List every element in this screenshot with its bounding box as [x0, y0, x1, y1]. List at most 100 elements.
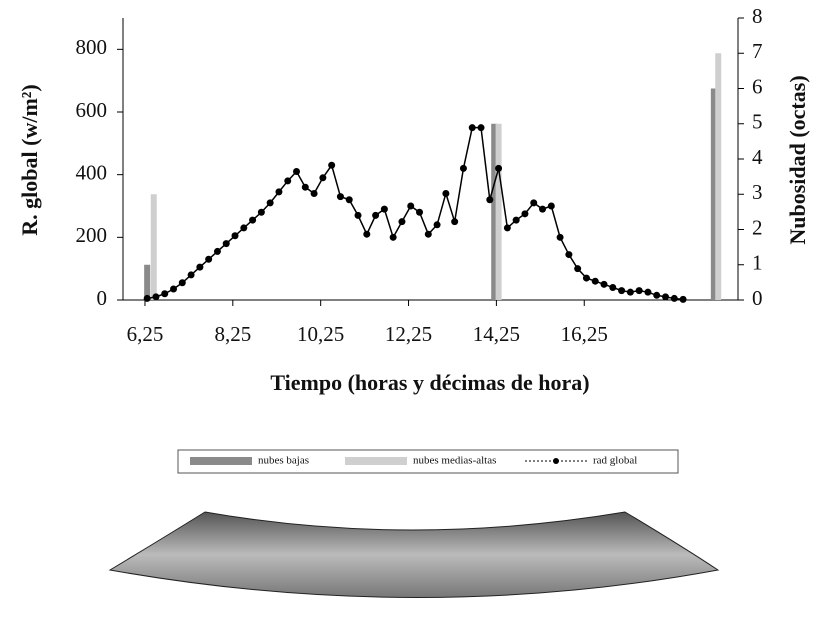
- radiation-point: [293, 168, 301, 176]
- radiation-point: [266, 199, 274, 207]
- y2-tick-label: 2: [752, 215, 763, 239]
- legend-swatch: [190, 457, 252, 465]
- y2-tick-label: 6: [752, 74, 763, 98]
- legend-label: nubes bajas: [258, 455, 309, 467]
- radiation-point: [512, 216, 520, 224]
- radiation-point: [442, 189, 450, 197]
- x-tick-label: 8,25: [214, 322, 251, 346]
- radiation-point: [600, 280, 608, 288]
- legend-swatch: [345, 457, 407, 465]
- y2-tick-label: 4: [752, 145, 763, 169]
- radiation-point: [143, 294, 151, 302]
- y-tick-label: 600: [76, 98, 108, 122]
- radiation-point: [424, 230, 432, 238]
- radiation-point: [653, 291, 661, 299]
- radiation-point: [389, 233, 397, 241]
- cloud-bar: [491, 123, 498, 300]
- radiation-point: [380, 205, 388, 213]
- x-tick-label: 12,25: [385, 322, 432, 346]
- radiation-point: [301, 183, 309, 191]
- radiation-point: [662, 293, 670, 301]
- cloud-bar: [495, 123, 502, 300]
- radiation-point: [170, 285, 178, 293]
- radiation-point: [459, 164, 467, 172]
- legend-label: nubes medias-altas: [413, 455, 496, 467]
- radiation-point: [345, 196, 353, 204]
- legend-label: rad global: [593, 455, 637, 467]
- legend: nubes bajas nubes medias-altas rad global: [190, 455, 637, 467]
- radiation-point: [530, 199, 538, 207]
- cloud-bar: [715, 53, 722, 300]
- cloud-bar: [150, 194, 157, 300]
- y2-tick-label: 8: [752, 4, 763, 28]
- radiation-point: [205, 255, 213, 263]
- legend-marker: [553, 458, 559, 464]
- radiation-point: [468, 124, 476, 132]
- radiation-point: [609, 283, 617, 291]
- y2-tick-label: 7: [752, 39, 763, 63]
- radiation-point: [451, 218, 459, 226]
- radiation-point: [240, 224, 248, 232]
- sky-photo: [108, 511, 720, 598]
- radiation-point: [626, 288, 634, 296]
- radiation-point: [582, 274, 590, 282]
- radiation-point: [257, 208, 265, 216]
- radiation-point: [336, 193, 344, 201]
- radiation-point: [407, 202, 415, 210]
- radiation-point: [503, 224, 511, 232]
- radiation-point: [196, 263, 204, 271]
- cloud-bar: [710, 88, 717, 300]
- y-tick-label: 800: [76, 35, 108, 59]
- y-tick-label: 0: [97, 286, 108, 310]
- radiation-point: [565, 251, 573, 259]
- radiation-point: [556, 233, 564, 241]
- x-tick-label: 14,25: [473, 322, 520, 346]
- radiation-point: [372, 211, 380, 219]
- y2-tick-label: 1: [752, 251, 763, 275]
- radiation-point: [249, 216, 257, 224]
- cloud-bar: [144, 264, 151, 300]
- radiation-point: [310, 189, 318, 197]
- radiation-point: [231, 232, 239, 240]
- x-axis-title: Tiempo (horas y décimas de hora): [270, 370, 589, 395]
- radiation-point: [521, 210, 529, 218]
- radiation-point: [222, 240, 230, 248]
- y2-tick-label: 5: [752, 110, 763, 134]
- y2-axis-title: Nubosidad (octas): [785, 75, 810, 244]
- radiation-point: [328, 161, 336, 169]
- radiation-point: [416, 208, 424, 216]
- x-tick-label: 16,25: [561, 322, 608, 346]
- radiation-point: [398, 218, 406, 226]
- radiation-point: [363, 230, 371, 238]
- radiation-point: [547, 202, 555, 210]
- radiation-point: [319, 174, 327, 182]
- legend-box: [177, 449, 679, 474]
- radiation-point: [574, 265, 582, 273]
- radiation-point: [495, 164, 503, 172]
- radiation-point: [679, 295, 687, 303]
- radiation-point: [591, 277, 599, 285]
- y-tick-label: 200: [76, 223, 108, 247]
- radiation-point: [213, 247, 221, 255]
- x-tick-label: 10,25: [297, 322, 344, 346]
- radiation-point: [275, 188, 283, 196]
- radiation-point: [539, 205, 547, 213]
- radiation-point: [284, 177, 292, 185]
- radiation-point: [670, 294, 678, 302]
- radiation-point: [161, 290, 169, 298]
- radiation-point: [486, 196, 494, 204]
- radiation-point: [354, 211, 362, 219]
- radiation-point: [178, 279, 186, 287]
- radiation-point: [152, 293, 160, 301]
- radiation-line: [147, 126, 684, 301]
- radiation-point: [635, 287, 643, 295]
- radiation-point: [187, 271, 195, 279]
- y-axis-title: R. global (w/m²): [17, 84, 42, 235]
- y2-tick-label: 3: [752, 180, 763, 204]
- y-tick-label: 400: [76, 160, 108, 184]
- y2-tick-label: 0: [752, 286, 763, 310]
- radiation-point: [477, 124, 485, 132]
- radiation-point: [433, 221, 441, 229]
- radiation-point: [618, 287, 626, 295]
